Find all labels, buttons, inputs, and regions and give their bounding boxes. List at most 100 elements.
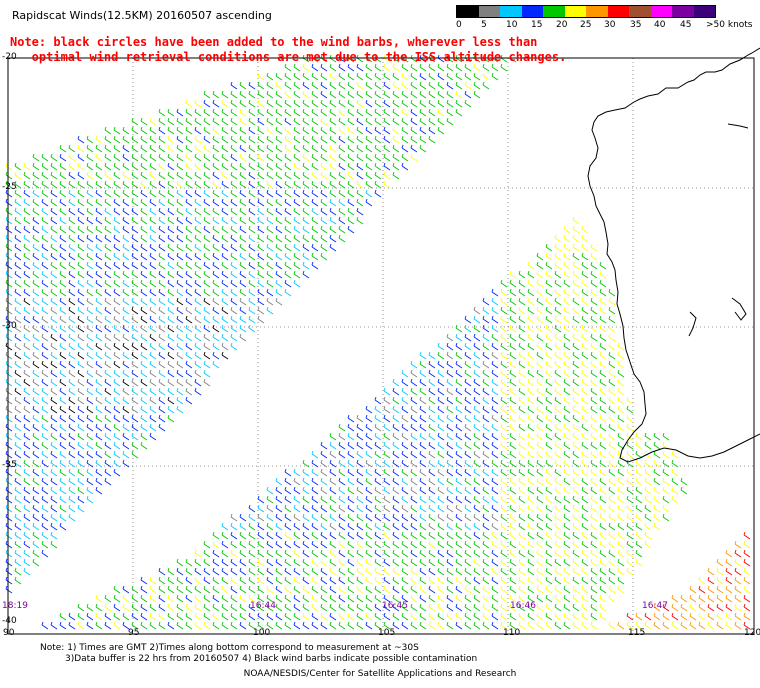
wind-barb	[23, 567, 31, 576]
wind-barb	[581, 477, 589, 486]
wind-barb	[23, 549, 31, 558]
wind-barb	[95, 441, 103, 450]
wind-barb	[356, 441, 364, 450]
wind-barb	[356, 612, 364, 621]
wind-barb	[590, 459, 598, 468]
wind-barb	[455, 387, 463, 396]
wind-barb	[167, 297, 175, 306]
wind-barb	[437, 531, 445, 540]
wind-barb	[167, 279, 175, 288]
wind-barb	[545, 252, 553, 261]
wind-barb	[194, 99, 202, 108]
scale-swatch	[629, 6, 651, 17]
wind-barb	[23, 540, 31, 549]
wind-barb	[212, 243, 220, 252]
wind-barb	[473, 594, 481, 603]
wind-barb	[401, 531, 409, 540]
wind-barb	[365, 72, 373, 81]
wind-barb	[14, 261, 22, 270]
wind-barb	[464, 612, 472, 621]
wind-barb	[545, 432, 553, 441]
wind-barb	[257, 558, 265, 567]
wind-barb	[599, 270, 607, 279]
wind-barb	[122, 432, 130, 441]
wind-barb	[212, 90, 220, 99]
wind-barb	[707, 585, 715, 594]
wind-barb	[239, 549, 247, 558]
wind-barb	[284, 225, 292, 234]
wind-barb	[572, 252, 580, 261]
wind-barb	[221, 108, 229, 117]
wind-barb	[518, 621, 526, 630]
wind-barb	[131, 171, 139, 180]
wind-barb	[563, 324, 571, 333]
wind-barb	[473, 315, 481, 324]
wind-barb	[212, 324, 220, 333]
wind-barb	[680, 603, 688, 612]
wind-barb	[32, 180, 40, 189]
wind-barb	[113, 459, 121, 468]
wind-barb	[572, 540, 580, 549]
wind-barb	[500, 315, 508, 324]
wind-barb	[365, 180, 373, 189]
wind-barb	[446, 423, 454, 432]
wind-barb	[266, 99, 274, 108]
wind-barb	[545, 450, 553, 459]
wind-barb	[293, 549, 301, 558]
wind-barb	[545, 261, 553, 270]
wind-barb	[239, 180, 247, 189]
wind-barb	[293, 612, 301, 621]
wind-barb	[239, 270, 247, 279]
wind-barb	[446, 594, 454, 603]
wind-barb	[23, 459, 31, 468]
wind-barb	[185, 297, 193, 306]
wind-barb	[500, 342, 508, 351]
wind-barb	[149, 612, 157, 621]
wind-barb	[158, 567, 166, 576]
wind-barb	[689, 612, 697, 621]
wind-barb	[104, 612, 112, 621]
wind-barb	[338, 576, 346, 585]
pass-time-label: 16:45	[382, 601, 408, 611]
wind-barb	[293, 162, 301, 171]
wind-barb	[23, 261, 31, 270]
wind-barb	[572, 243, 580, 252]
wind-barb	[608, 432, 616, 441]
wind-barb	[284, 468, 292, 477]
wind-barb	[707, 567, 715, 576]
wind-barb	[374, 549, 382, 558]
wind-barb	[23, 477, 31, 486]
wind-barb	[239, 612, 247, 621]
wind-barb	[41, 477, 49, 486]
wind-barb	[563, 342, 571, 351]
wind-barb	[320, 513, 328, 522]
wind-barb	[464, 459, 472, 468]
wind-barb	[284, 486, 292, 495]
wind-barb	[176, 279, 184, 288]
wind-barb	[176, 369, 184, 378]
wind-barb	[527, 495, 535, 504]
wind-barb	[77, 153, 85, 162]
wind-barb	[545, 333, 553, 342]
scale-label: 20	[556, 20, 568, 30]
wind-barb	[194, 189, 202, 198]
wind-barb	[248, 306, 256, 315]
wind-barb	[275, 189, 283, 198]
wind-barb	[59, 513, 67, 522]
wind-barb	[176, 162, 184, 171]
wind-barb	[131, 450, 139, 459]
wind-barb	[275, 252, 283, 261]
wind-barb	[149, 180, 157, 189]
wind-barb	[158, 171, 166, 180]
wind-barb	[410, 459, 418, 468]
wind-barb	[176, 387, 184, 396]
wind-barb	[293, 270, 301, 279]
wind-barb	[527, 549, 535, 558]
wind-barb	[86, 342, 94, 351]
wind-barb	[518, 477, 526, 486]
wind-barb	[203, 324, 211, 333]
wind-barb	[572, 477, 580, 486]
wind-barb	[140, 423, 148, 432]
wind-barb	[653, 486, 661, 495]
wind-barb	[302, 180, 310, 189]
